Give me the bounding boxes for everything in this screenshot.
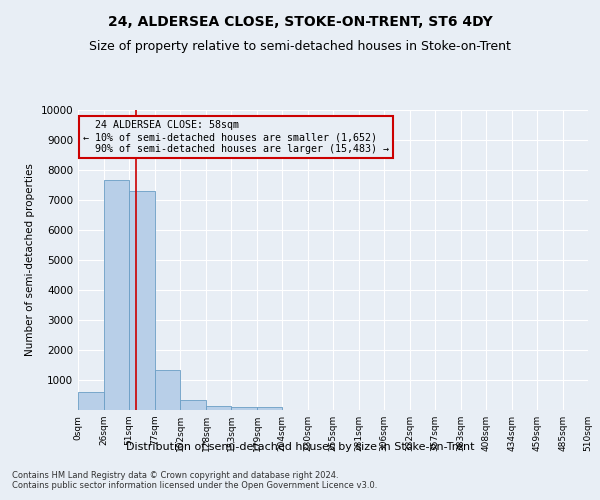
Text: 24, ALDERSEA CLOSE, STOKE-ON-TRENT, ST6 4DY: 24, ALDERSEA CLOSE, STOKE-ON-TRENT, ST6 …: [107, 15, 493, 29]
Bar: [231, 407, 257, 410]
Y-axis label: Number of semi-detached properties: Number of semi-detached properties: [25, 164, 35, 356]
Text: Size of property relative to semi-detached houses in Stoke-on-Trent: Size of property relative to semi-detach…: [89, 40, 511, 53]
Text: Contains HM Land Registry data © Crown copyright and database right 2024.
Contai: Contains HM Land Registry data © Crown c…: [12, 470, 377, 490]
Bar: [104, 180, 129, 410]
Text: Distribution of semi-detached houses by size in Stoke-on-Trent: Distribution of semi-detached houses by …: [126, 442, 474, 452]
Bar: [257, 407, 282, 410]
Bar: [155, 370, 180, 410]
Bar: [78, 392, 104, 410]
Bar: [129, 191, 155, 410]
Text: 24 ALDERSEA CLOSE: 58sqm  
← 10% of semi-detached houses are smaller (1,652)
  9: 24 ALDERSEA CLOSE: 58sqm ← 10% of semi-d…: [83, 120, 389, 154]
Bar: [206, 406, 231, 410]
Bar: [180, 400, 206, 410]
